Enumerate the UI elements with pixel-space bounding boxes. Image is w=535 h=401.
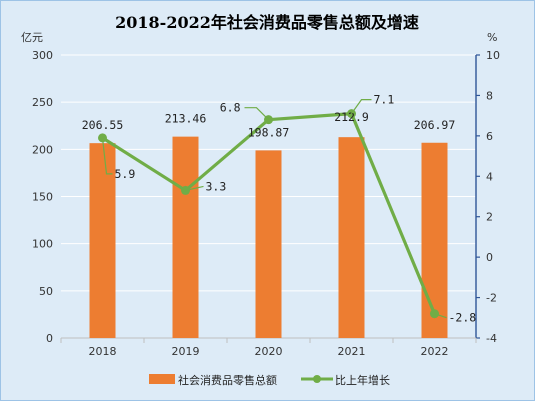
leader-line (351, 99, 372, 114)
left-tick-label: 50 (39, 285, 53, 298)
bar (421, 142, 448, 338)
left-tick-label: 250 (32, 96, 53, 109)
bar-value-label: 206.55 (82, 118, 124, 132)
right-tick-label: 0 (486, 251, 493, 264)
x-tick-label: 2019 (172, 345, 200, 358)
legend-line-label: 比上年增长 (335, 373, 390, 387)
legend-bar-label: 社会消费品零售总额 (178, 373, 277, 387)
line-value-label: 5.9 (115, 167, 136, 181)
leader-line (434, 313, 447, 319)
x-tick-label: 2018 (89, 345, 117, 358)
left-tick-label: 100 (32, 238, 53, 251)
x-tick-label: 2021 (338, 345, 366, 358)
legend: 社会消费品零售总额 比上年增长 (149, 373, 390, 387)
bar (172, 136, 199, 338)
line-value-label: 3.3 (206, 179, 227, 193)
bar (89, 143, 116, 338)
right-tick-label: -4 (486, 332, 497, 345)
right-tick-label: 8 (486, 89, 493, 102)
right-tick-label: 4 (486, 170, 493, 183)
left-axis-unit: 亿元 (21, 31, 43, 44)
bar-value-label: 212.9 (334, 110, 369, 124)
line-value-label: 6.8 (220, 101, 241, 115)
left-tick-label: 300 (32, 49, 53, 62)
right-tick-label: -2 (486, 292, 497, 305)
right-tick-label: 10 (486, 49, 500, 62)
legend-bar-swatch (149, 374, 175, 384)
legend-line-marker (313, 375, 321, 383)
bar (338, 137, 365, 338)
bar (255, 150, 282, 338)
left-tick-label: 150 (32, 191, 53, 204)
bar-value-label: 206.97 (414, 118, 456, 132)
chart-title: 2018-2022年社会消费品零售总额及增速 (115, 13, 419, 32)
line-value-label: -2.8 (449, 311, 477, 325)
line-value-label: 7.1 (374, 93, 395, 107)
leader-line (101, 137, 113, 175)
right-tick-label: 2 (486, 211, 493, 224)
right-axis-unit: % (487, 31, 497, 44)
left-tick-label: 200 (32, 143, 53, 156)
x-tick-label: 2020 (255, 345, 283, 358)
x-tick-label: 2022 (421, 345, 449, 358)
axes: 0 50 100 150 200 250 300 -4 -2 0 2 4 6 8 10 2018 2019 202… (32, 49, 500, 358)
left-tick-label: 0 (46, 332, 53, 345)
data-labels: 206.55 213.46 198.87 212.9 206.97 5.9 3.3 6.8 7.… (82, 93, 477, 325)
leader-line (244, 107, 269, 121)
bar-value-label: 198.87 (248, 125, 290, 139)
bar-value-label: 213.46 (165, 112, 207, 126)
bar-series (89, 136, 448, 338)
right-tick-label: 6 (486, 130, 493, 143)
leader-line (185, 185, 204, 192)
